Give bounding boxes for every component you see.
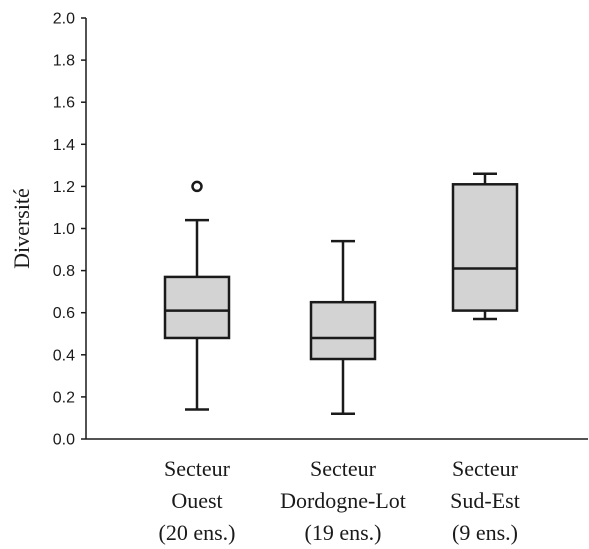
boxes: [163, 172, 519, 415]
x-category-label: Secteur: [164, 456, 231, 481]
y-tick-label: 0.4: [53, 347, 75, 364]
y-tick-label: 0.2: [53, 389, 75, 406]
box-group: [163, 180, 231, 411]
iqr-box: [451, 183, 519, 312]
y-tick-label: 2.0: [53, 11, 75, 28]
x-category-label: Secteur: [452, 456, 519, 481]
outlier-point: [191, 180, 203, 193]
x-category-label: Ouest: [171, 488, 222, 513]
y-tick-label: 0.0: [53, 432, 75, 449]
y-tick-label: 1.2: [53, 179, 75, 196]
x-category-label: Secteur: [310, 456, 377, 481]
labels: 0.0 0.2 0.4 0.6 0.8 1.0 1.2 1.4 1.6 1.8 2.0 Diversi…: [9, 11, 520, 546]
iqr-box: [309, 300, 377, 361]
y-tick-label: 1.6: [53, 95, 75, 112]
x-category-label: Dordogne-Lot: [280, 488, 406, 513]
y-tick-label: 1.0: [53, 221, 75, 238]
x-category-label: (19 ens.): [305, 520, 382, 545]
x-category-label: (9 ens.): [452, 520, 518, 545]
box-group: [309, 239, 377, 415]
x-category-label: (20 ens.): [159, 520, 236, 545]
box-group: [451, 172, 519, 321]
y-axis-label: Diversité: [9, 188, 34, 269]
y-tick-label: 0.8: [53, 263, 75, 280]
x-category-label: Sud-Est: [450, 488, 520, 513]
y-tick-label: 1.4: [53, 137, 75, 154]
iqr-box: [163, 275, 231, 340]
axes: [81, 17, 588, 440]
y-tick-label: 0.6: [53, 305, 75, 322]
y-tick-label: 1.8: [53, 53, 75, 70]
